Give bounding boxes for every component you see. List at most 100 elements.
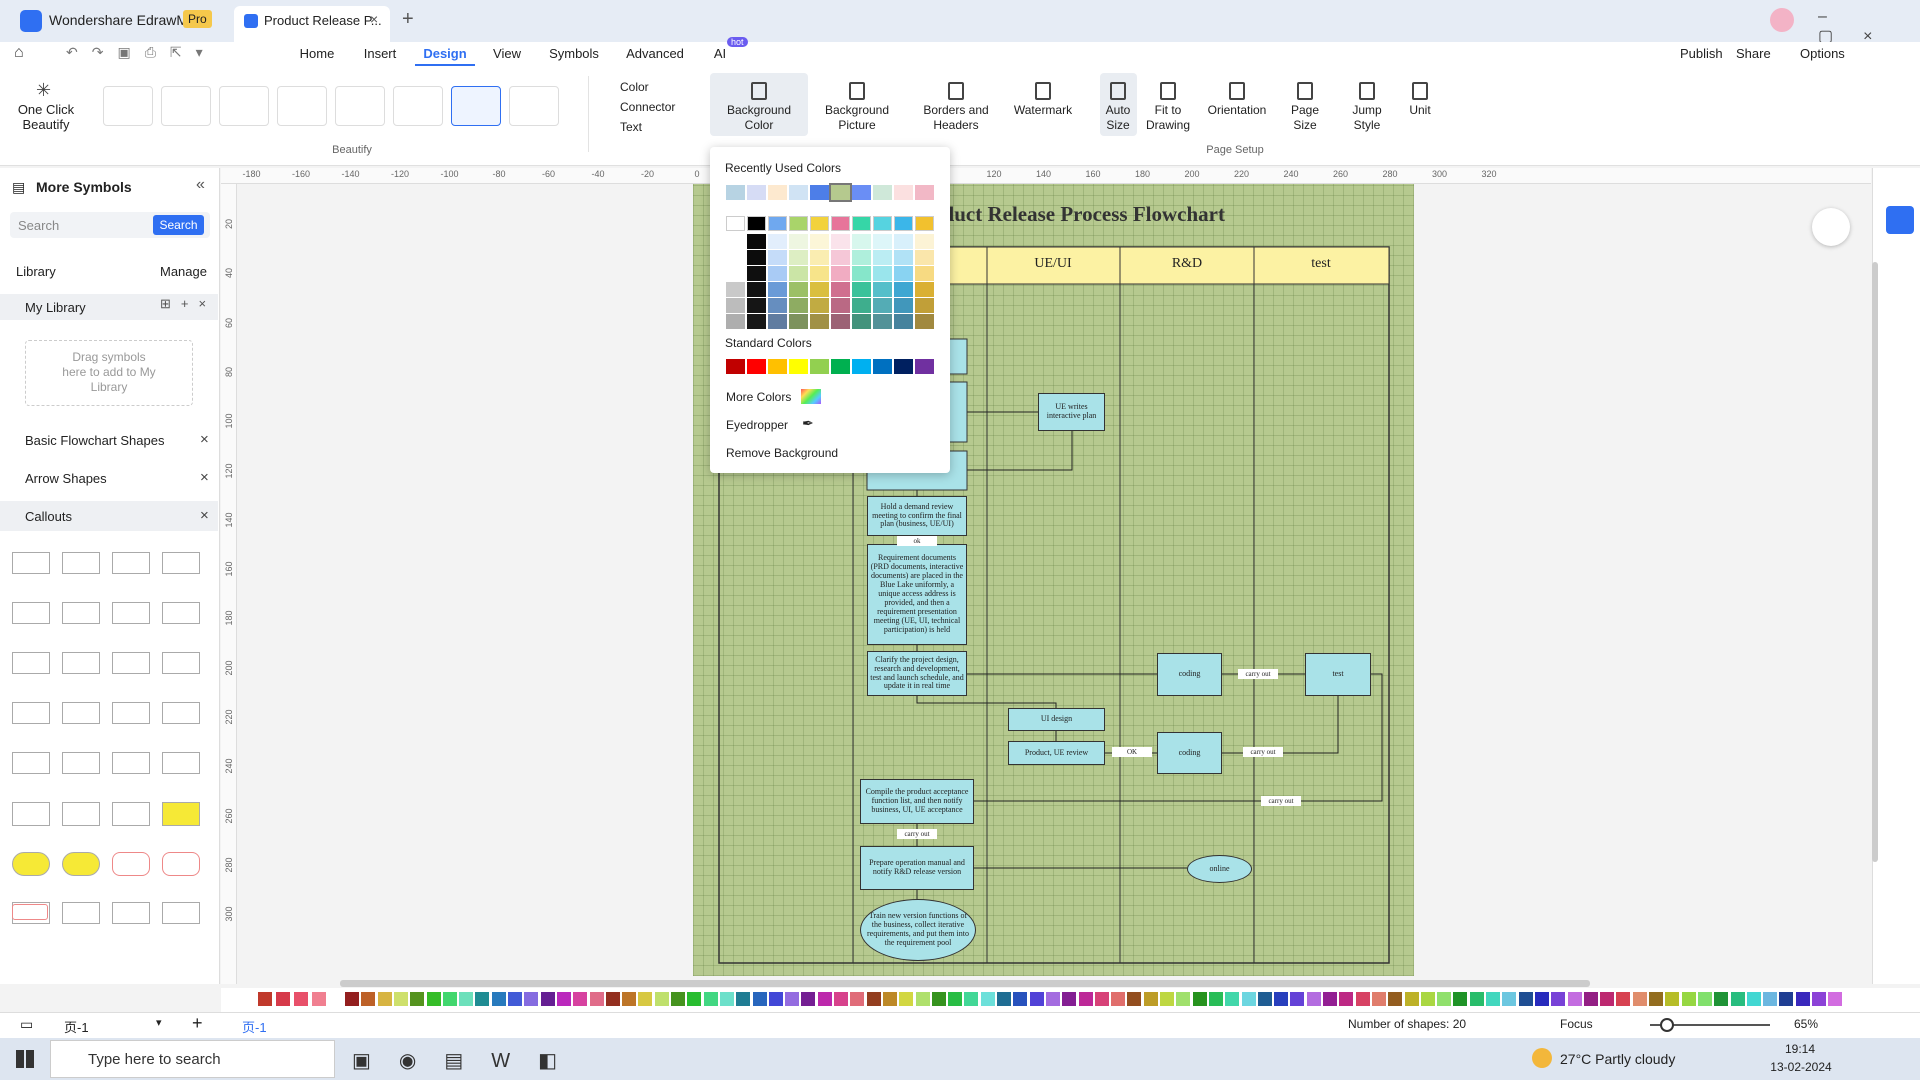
search-text[interactable]: Type here to search bbox=[88, 1051, 221, 1068]
swatch[interactable] bbox=[810, 216, 829, 231]
color-bar-swatch[interactable] bbox=[671, 992, 685, 1006]
swatch[interactable] bbox=[852, 282, 871, 297]
color-bar-swatch[interactable] bbox=[377, 992, 392, 1006]
swatch[interactable] bbox=[894, 314, 913, 329]
color-bar-swatch[interactable] bbox=[1339, 992, 1354, 1006]
color-bar-swatch[interactable] bbox=[1665, 992, 1680, 1006]
color-bar-swatch[interactable] bbox=[1225, 992, 1240, 1006]
color-bar-swatch[interactable] bbox=[850, 992, 865, 1006]
style-thumb[interactable] bbox=[103, 86, 153, 126]
menu-tab[interactable]: Home bbox=[299, 46, 335, 61]
color-bar-swatch[interactable] bbox=[540, 992, 555, 1006]
swatch[interactable] bbox=[810, 298, 829, 313]
color-bar-swatch[interactable] bbox=[1013, 992, 1028, 1006]
color-bar-swatch[interactable] bbox=[638, 992, 653, 1006]
collapse[interactable]: « bbox=[196, 176, 205, 193]
color-bar-swatch[interactable] bbox=[1078, 992, 1093, 1006]
zoom-slider[interactable] bbox=[1650, 1024, 1770, 1026]
swatch[interactable] bbox=[915, 216, 934, 231]
color-bar-swatch[interactable] bbox=[785, 992, 800, 1006]
color-bar-swatch[interactable] bbox=[1127, 992, 1142, 1006]
color-bar-swatch[interactable] bbox=[736, 992, 751, 1006]
swatch[interactable] bbox=[789, 314, 808, 329]
swatch[interactable] bbox=[726, 234, 745, 249]
color-bar-swatch[interactable] bbox=[622, 992, 637, 1006]
swatch[interactable] bbox=[831, 266, 850, 281]
color-bar-swatch[interactable] bbox=[719, 992, 734, 1006]
color-bar-swatch[interactable] bbox=[1534, 992, 1549, 1006]
color-bar-swatch[interactable] bbox=[1828, 992, 1843, 1006]
more-colors[interactable]: More Colors bbox=[726, 390, 792, 404]
zoom-knob[interactable] bbox=[1660, 1018, 1674, 1032]
library[interactable]: Arrow Shapes bbox=[25, 471, 107, 486]
swatch[interactable] bbox=[747, 282, 766, 297]
swatch[interactable] bbox=[831, 234, 850, 249]
color-bar-swatch[interactable] bbox=[1420, 992, 1435, 1006]
rail-button[interactable] bbox=[1886, 206, 1914, 234]
panel-toggle[interactable]: ▭ bbox=[20, 1016, 34, 1032]
h-scroll[interactable] bbox=[340, 980, 1590, 987]
color-bar-swatch[interactable] bbox=[801, 992, 816, 1006]
color-bar-swatch[interactable] bbox=[687, 992, 702, 1006]
ribbon-button[interactable]: Jump Style bbox=[1352, 103, 1382, 132]
color-bar-swatch[interactable] bbox=[1583, 992, 1598, 1006]
color-bar-swatch[interactable] bbox=[866, 992, 881, 1006]
color-bar-swatch[interactable] bbox=[1306, 992, 1321, 1006]
swatch[interactable] bbox=[873, 266, 892, 281]
swatch[interactable] bbox=[831, 298, 850, 313]
swatch[interactable] bbox=[915, 298, 934, 313]
swatch[interactable] bbox=[873, 185, 892, 200]
format-item[interactable]: Connector bbox=[620, 100, 676, 114]
zoom-level[interactable]: 65% bbox=[1794, 1017, 1819, 1031]
swatch[interactable] bbox=[789, 185, 808, 200]
color-bar-swatch[interactable] bbox=[1714, 992, 1729, 1006]
swatch[interactable] bbox=[768, 185, 787, 200]
swatch[interactable] bbox=[789, 282, 808, 297]
swatch[interactable] bbox=[747, 250, 766, 265]
color-bar-swatch[interactable] bbox=[768, 992, 783, 1006]
swatch[interactable] bbox=[726, 359, 745, 374]
doc-tab[interactable] bbox=[234, 6, 390, 42]
color-bar-swatch[interactable] bbox=[573, 992, 588, 1006]
ribbon-button[interactable]: Background Picture bbox=[824, 103, 890, 132]
swatch[interactable] bbox=[852, 234, 871, 249]
color-bar-swatch[interactable] bbox=[475, 992, 490, 1006]
color-bar-swatch[interactable] bbox=[589, 992, 604, 1006]
style-thumb[interactable] bbox=[219, 86, 269, 126]
swatch[interactable] bbox=[747, 266, 766, 281]
menu-tab[interactable]: Design bbox=[415, 46, 475, 66]
swatch[interactable] bbox=[852, 314, 871, 329]
color-bar-swatch[interactable] bbox=[1502, 992, 1517, 1006]
menu-tab[interactable]: View bbox=[493, 46, 521, 61]
color-bar-swatch[interactable] bbox=[1616, 992, 1631, 1006]
swatch[interactable] bbox=[768, 359, 787, 374]
color-bar-swatch[interactable] bbox=[1062, 992, 1077, 1006]
color-bar-swatch[interactable] bbox=[1388, 992, 1403, 1006]
ribbon-button[interactable]: Auto Size bbox=[1105, 103, 1131, 132]
swatch[interactable] bbox=[768, 314, 787, 329]
swatch[interactable] bbox=[789, 266, 808, 281]
color-bar-swatch[interactable] bbox=[410, 992, 425, 1006]
color-bar-swatch[interactable] bbox=[1371, 992, 1386, 1006]
swatch[interactable] bbox=[831, 216, 850, 231]
swatch[interactable] bbox=[852, 298, 871, 313]
color-bar-swatch[interactable] bbox=[1697, 992, 1712, 1006]
taskbar-search[interactable] bbox=[50, 1040, 335, 1078]
color-bar-swatch[interactable] bbox=[1143, 992, 1158, 1006]
swatch[interactable] bbox=[852, 216, 871, 231]
color-bar-swatch[interactable] bbox=[1045, 992, 1060, 1006]
quick-tools[interactable]: ↶↷▣⎙⇱▾ bbox=[66, 44, 217, 60]
color-bar-swatch[interactable] bbox=[345, 992, 359, 1006]
menu-tab[interactable]: Insert bbox=[363, 46, 397, 61]
color-bar-swatch[interactable] bbox=[605, 992, 620, 1006]
style-thumb[interactable] bbox=[509, 86, 559, 126]
color-bar-swatch[interactable] bbox=[1257, 992, 1272, 1006]
library-close[interactable]: × bbox=[200, 507, 209, 524]
swatch[interactable] bbox=[810, 359, 829, 374]
color-bar-swatch[interactable] bbox=[1274, 992, 1289, 1006]
swatch[interactable] bbox=[747, 234, 766, 249]
style-thumb[interactable] bbox=[335, 86, 385, 126]
one-click-beautify[interactable]: One Click Beautify bbox=[17, 102, 75, 132]
focus[interactable]: Focus bbox=[1560, 1017, 1593, 1031]
ribbon-button[interactable]: Unit bbox=[1409, 103, 1431, 117]
